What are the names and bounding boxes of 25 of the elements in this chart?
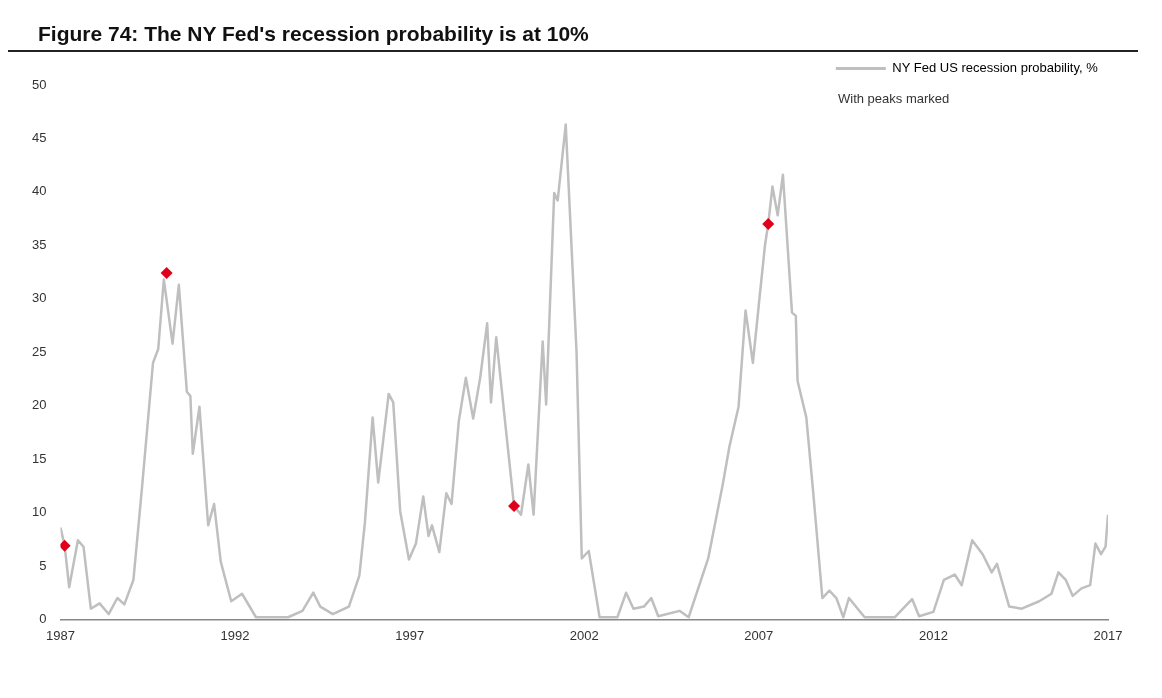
y-tick-label: 40: [31, 183, 47, 199]
y-tick-label: 10: [31, 504, 47, 520]
point: [762, 217, 775, 230]
y-tick-label: 50: [31, 76, 47, 92]
y-tick-label: 25: [31, 343, 47, 359]
x-tick-label: 2002: [569, 627, 599, 643]
y-tick-label: 35: [31, 236, 47, 252]
annotation: With peaks marked: [838, 91, 950, 107]
x-tick-label: 1997: [395, 627, 425, 643]
point: [160, 267, 173, 280]
x-tick-label: 1987: [46, 627, 75, 643]
point: [60, 539, 71, 552]
y-tick-label: 45: [31, 130, 47, 146]
y-tick-label: 15: [31, 450, 47, 466]
point: [508, 500, 521, 513]
y-tick-label: 0: [39, 610, 47, 626]
x-tick-label: 1992: [220, 627, 250, 643]
chart-title: Figure 74: The NY Fed's recession probability is at 10%: [8, 8, 1138, 52]
y-tick-label: 20: [31, 397, 47, 413]
y-tick-label: 30: [31, 290, 47, 306]
y-tick-label: 5: [39, 557, 47, 573]
x-tick-label: 2012: [918, 627, 948, 643]
legend-label: NY Fed US recession probability, %: [892, 60, 1099, 76]
x-tick-label: 2007: [744, 627, 774, 643]
x-tick-label: 2017: [1093, 627, 1123, 643]
